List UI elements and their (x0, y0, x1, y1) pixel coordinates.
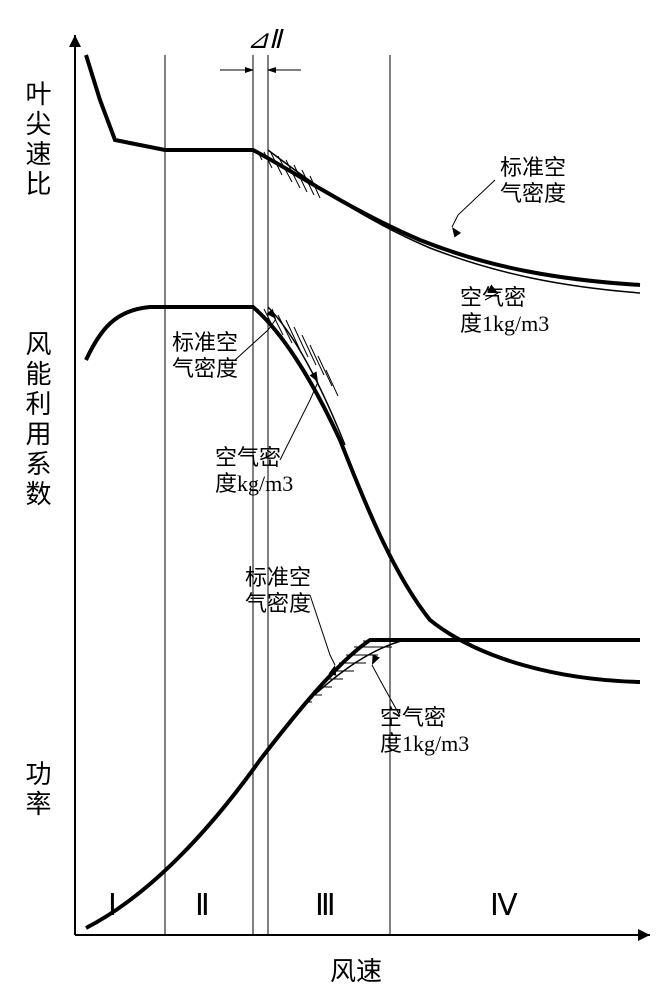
svg-text:气密度: 气密度 (172, 356, 238, 381)
hatching (258, 152, 400, 702)
svg-text:度1kg/m3: 度1kg/m3 (460, 311, 549, 336)
svg-text:气密度: 气密度 (500, 181, 566, 206)
svg-text:气密度: 气密度 (245, 591, 311, 616)
region-3: Ⅲ (315, 889, 336, 922)
svg-text:标准空: 标准空 (172, 330, 238, 355)
svg-text:度1kg/m3: 度1kg/m3 (380, 731, 469, 756)
region-labels: Ⅰ Ⅱ Ⅲ Ⅳ (108, 889, 518, 922)
svg-text:空气密: 空气密 (380, 705, 446, 730)
delta-label: ⊿Ⅱ (247, 25, 284, 54)
y-label-tsr: 叶尖速比 (18, 80, 55, 200)
y-label-cp: 风能利用系数 (18, 330, 55, 510)
x-axis-label: 风速 (330, 957, 382, 986)
chart-svg: ⊿Ⅱ 标准空气密度空气密度1kg/m3标准空气密度空气密度kg/m3标准空气密度… (0, 0, 668, 1000)
svg-text:度kg/m3: 度kg/m3 (215, 471, 293, 496)
chart-container: 叶尖速比 风能利用系数 功率 ⊿Ⅱ (0, 0, 668, 1000)
region-4: Ⅳ (490, 889, 518, 922)
y-label-power: 功率 (18, 760, 55, 820)
annotations: 标准空气密度空气密度1kg/m3标准空气密度空气密度kg/m3标准空气密度空气密… (172, 155, 566, 756)
svg-text:标准空: 标准空 (245, 565, 311, 590)
power-std-curve (86, 640, 640, 928)
power-low-curve (300, 640, 405, 708)
delta-marker: ⊿Ⅱ (220, 25, 301, 70)
region-2: Ⅱ (195, 889, 210, 922)
region-1: Ⅰ (108, 889, 117, 922)
tsr-low-curve (268, 150, 640, 293)
svg-text:空气密: 空气密 (215, 445, 281, 470)
svg-text:标准空: 标准空 (500, 155, 566, 180)
cp-std-curve (86, 307, 640, 682)
